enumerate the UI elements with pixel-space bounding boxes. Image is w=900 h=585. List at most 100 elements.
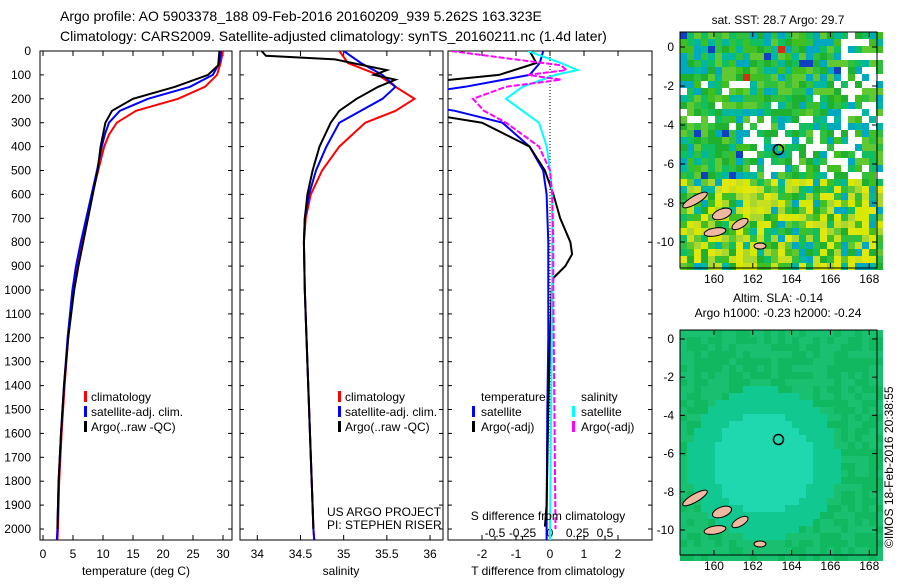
map-cell (694, 242, 701, 249)
map-cell (806, 123, 813, 130)
map-cell (687, 39, 694, 46)
island-shape (711, 207, 733, 221)
map-cell (848, 526, 855, 533)
map-cell (799, 330, 806, 337)
map-cell (729, 67, 736, 74)
map-cell (799, 463, 806, 470)
map-cell (806, 533, 813, 540)
map-cell (701, 144, 708, 151)
map-cell (771, 365, 778, 372)
map-cell (834, 435, 841, 442)
map-cell (841, 435, 848, 442)
map-cell (792, 512, 799, 519)
map-cell (722, 449, 729, 456)
map-cell (778, 484, 785, 491)
map-cell (834, 547, 841, 554)
map-cell (841, 144, 848, 151)
map-cell (841, 547, 848, 554)
map-cell (757, 372, 764, 379)
map-cell (834, 351, 841, 358)
map-cell (792, 123, 799, 130)
map-cell (694, 393, 701, 400)
island-shape (753, 242, 767, 250)
map-cell (820, 337, 827, 344)
map-cell (820, 512, 827, 519)
map-cell (736, 470, 743, 477)
map-cell (680, 249, 687, 256)
map-cell (778, 32, 785, 39)
map-cell (806, 200, 813, 207)
map-cell (799, 379, 806, 386)
map-cell (715, 200, 722, 207)
map-cell (862, 330, 869, 337)
map-cell (680, 554, 687, 561)
map-cell (729, 116, 736, 123)
map-cell (750, 116, 757, 123)
map-cell (827, 39, 834, 46)
map-cell (750, 193, 757, 200)
map-cell (778, 186, 785, 193)
map-cell (869, 81, 876, 88)
map-cell (764, 235, 771, 242)
map-cell (862, 60, 869, 67)
map-cell (855, 123, 862, 130)
map-cell (869, 442, 876, 449)
map-cell (736, 428, 743, 435)
map-cell (736, 435, 743, 442)
map-cell (792, 372, 799, 379)
map-cell (820, 358, 827, 365)
map-cell (820, 158, 827, 165)
map-cell (694, 137, 701, 144)
map-cell (750, 414, 757, 421)
map-cell (736, 512, 743, 519)
map-cell (708, 491, 715, 498)
map-cell (827, 151, 834, 158)
map-cell (680, 60, 687, 67)
map-cell (855, 386, 862, 393)
map-cell (855, 379, 862, 386)
map-cell (827, 463, 834, 470)
map-cell (729, 519, 736, 526)
map-cell (736, 32, 743, 39)
map-cell (869, 102, 876, 109)
map-cell (687, 533, 694, 540)
map-cell (750, 533, 757, 540)
map-cell (848, 116, 855, 123)
map-cell (785, 526, 792, 533)
map-cell (834, 554, 841, 561)
map-cell (876, 526, 883, 533)
map-cell (848, 351, 855, 358)
map-cell (862, 358, 869, 365)
map-cell (827, 123, 834, 130)
map-cell (792, 228, 799, 235)
depth-tick-label: 1300 (4, 355, 31, 369)
map-cell (841, 221, 848, 228)
map-cell (827, 351, 834, 358)
map-cell (792, 67, 799, 74)
map-cell (743, 505, 750, 512)
map-cell (764, 344, 771, 351)
map-cell (792, 165, 799, 172)
map-cell (862, 165, 869, 172)
map-cell (743, 484, 750, 491)
map-cell (701, 109, 708, 116)
map-cell (687, 214, 694, 221)
map-cell (757, 519, 764, 526)
map-cell (799, 512, 806, 519)
map-cell (827, 193, 834, 200)
legend-title-temperature: temperature (481, 390, 546, 404)
map-cell (771, 137, 778, 144)
map-cell (687, 435, 694, 442)
map-cell (848, 498, 855, 505)
map-cell (722, 39, 729, 46)
map-cell (687, 109, 694, 116)
map-cell (680, 491, 687, 498)
map-cell (848, 109, 855, 116)
map-cell (869, 365, 876, 372)
map-cell (687, 477, 694, 484)
map-cell (806, 130, 813, 137)
map-cell (736, 477, 743, 484)
map-cell (855, 358, 862, 365)
map-cell (750, 393, 757, 400)
map-cell (778, 477, 785, 484)
